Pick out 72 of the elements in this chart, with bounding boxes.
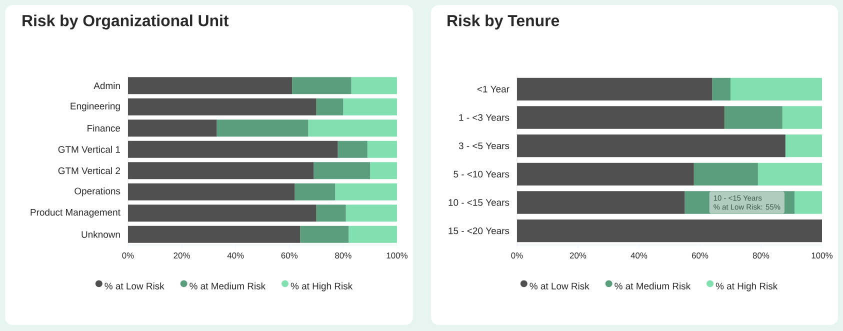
bar <box>128 98 316 116</box>
bar <box>348 226 398 243</box>
bar <box>216 120 308 137</box>
x-tick-label: 40% <box>630 252 648 259</box>
bar <box>128 204 316 222</box>
y-tick-label: Operations <box>74 187 120 196</box>
bar <box>338 140 368 158</box>
bar <box>128 140 338 158</box>
x-tick-label: 40% <box>227 252 244 259</box>
y-tick-label: 3 - <5 Years <box>458 142 510 150</box>
bar <box>314 162 370 180</box>
bar <box>794 191 822 214</box>
bar <box>517 134 786 158</box>
bar <box>128 120 217 137</box>
legend-label: % at Medium Risk <box>614 282 691 290</box>
x-tick-label: 80% <box>335 252 352 259</box>
x-tick-label: 0% <box>122 252 134 259</box>
bar <box>517 78 712 101</box>
y-tick-label: Admin <box>94 82 120 90</box>
bar <box>712 78 731 101</box>
y-tick-label: <1 Year <box>477 86 510 92</box>
x-tick-label: 100% <box>386 252 408 259</box>
y-tick-label: GTM Vertical 2 <box>58 167 120 174</box>
legend-label: % at Low Risk <box>530 282 590 290</box>
bar <box>782 106 822 129</box>
y-tick-label: 10 - <15 Years <box>448 199 510 206</box>
bar <box>785 134 822 158</box>
bar <box>294 183 336 200</box>
legend-label: % at High Risk <box>290 282 353 292</box>
x-tick-label: 20% <box>570 252 586 259</box>
bar <box>292 77 352 94</box>
bar <box>730 78 822 101</box>
x-tick-label: 20% <box>174 252 190 259</box>
bar <box>758 162 822 186</box>
y-tick-label: Finance <box>88 124 120 132</box>
bar <box>128 226 300 243</box>
bar <box>346 204 398 222</box>
bar <box>128 162 314 180</box>
y-tick-label: Product Management <box>30 208 120 218</box>
x-tick-label: 80% <box>752 252 770 259</box>
y-tick-label: GTM Vertical 1 <box>58 146 120 153</box>
legend-label: % at High Risk <box>716 282 778 292</box>
bar <box>335 183 398 200</box>
x-tick-label: 60% <box>281 252 298 259</box>
x-tick-label: 60% <box>692 252 708 259</box>
bar <box>517 162 694 186</box>
bar <box>517 220 822 242</box>
bar <box>517 106 724 129</box>
y-tick-label: Unknown <box>82 230 120 238</box>
bar <box>128 77 292 94</box>
bar <box>351 77 398 94</box>
chart-title: Risk by Tenure <box>448 14 560 30</box>
bar <box>343 98 398 116</box>
bar <box>517 191 685 214</box>
y-tick-label: 15 - <20 Years <box>448 227 510 234</box>
chart-title: Risk by Organizational Unit <box>22 14 229 30</box>
y-tick-label: 5 - <10 Years <box>454 170 510 178</box>
bar <box>724 106 782 129</box>
x-tick-label: 0% <box>511 252 523 259</box>
x-tick-label: 100% <box>812 252 833 259</box>
bar <box>367 140 398 158</box>
bar <box>316 204 346 222</box>
y-tick-label: 1 - <3 Years <box>459 114 510 121</box>
bar <box>316 98 344 116</box>
legend-label: % at Low Risk <box>104 282 164 290</box>
y-tick-label: Engineering <box>70 102 120 112</box>
bar <box>308 120 398 137</box>
legend-label: % at Medium Risk <box>190 282 266 290</box>
bar <box>370 162 398 180</box>
bar <box>300 226 349 243</box>
bar <box>128 183 295 200</box>
bar <box>694 162 758 186</box>
